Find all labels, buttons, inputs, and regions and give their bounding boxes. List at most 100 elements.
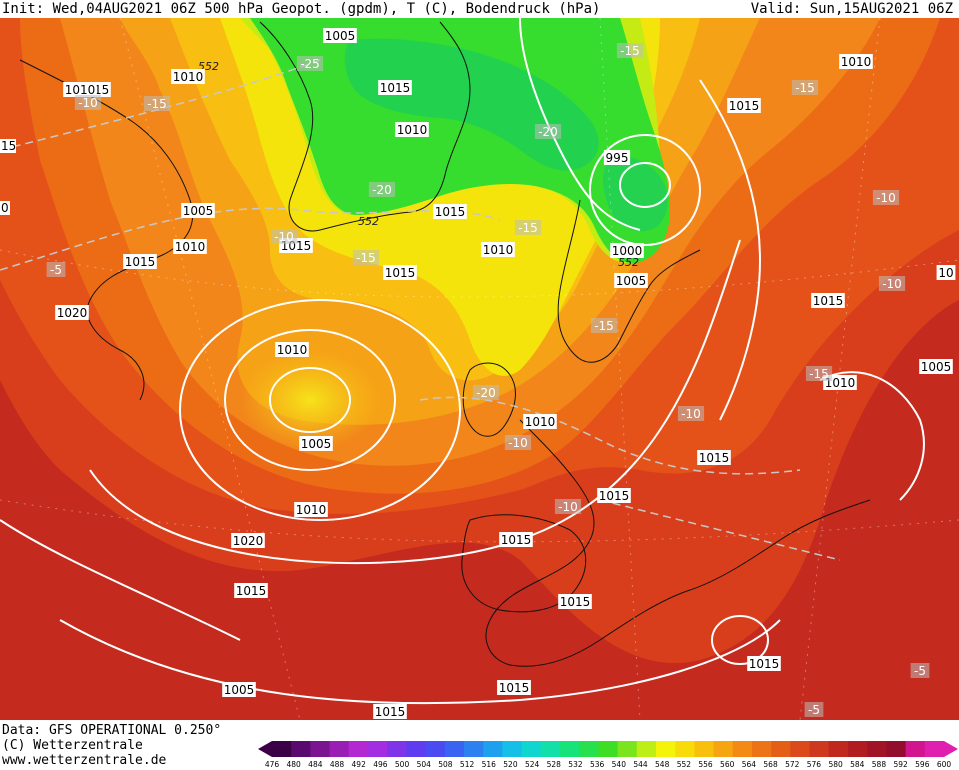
- europe-coast: [485, 419, 871, 667]
- isobar-label: 1010: [841, 55, 872, 69]
- isobar-label: 1020: [233, 534, 264, 548]
- legend-tick-label: 560: [720, 760, 735, 769]
- field-544-east: [603, 156, 668, 232]
- legend-swatch: [444, 741, 465, 757]
- isobar-label: 995: [606, 151, 629, 165]
- temp-label: -10: [681, 407, 701, 421]
- isobar-label: 1015: [385, 266, 416, 280]
- legend-tick-label: 520: [503, 760, 518, 769]
- temp-label-box: [534, 124, 562, 139]
- geopot-labels: 552 552 552: [198, 60, 639, 269]
- isobar-label: 1005: [301, 437, 332, 451]
- legend-arrow-right: [944, 741, 958, 757]
- legend-tick-label: 596: [915, 760, 930, 769]
- isobar-label-box: [610, 243, 644, 258]
- legend-swatch: [560, 741, 580, 757]
- legend-swatch: [713, 741, 734, 757]
- legend-swatch: [617, 741, 638, 757]
- temp-label-box: [616, 43, 644, 58]
- temp-label-box: [46, 262, 66, 277]
- legend-swatch: [924, 741, 945, 757]
- temp-label-box: [504, 435, 532, 450]
- temp-label-group: -25 -10 -15 -20 -15 -20 -15 -15 -10 -5 -15 -20 -10 -1…: [46, 43, 930, 717]
- legend-swatch: [329, 741, 350, 757]
- legend-tick-label: 492: [351, 760, 366, 769]
- isobar-label-box: [123, 254, 157, 269]
- isobar-label-group: 1005 1010 1015 1015 1010 1015 1010 1005 1010 1015…: [55, 28, 956, 719]
- legend-tick-label: 536: [589, 760, 605, 769]
- isobar-label: 1015: [599, 489, 630, 503]
- isobar-label: 1010: [65, 83, 96, 97]
- isobar-label-box: [433, 204, 467, 219]
- isobar-label: 1015: [125, 255, 156, 269]
- temp-label: -10: [274, 230, 294, 244]
- color-legend: 476 480 484 488 492 496 500 504 508 512 516 520 524 5…: [258, 739, 958, 770]
- temp-label-box: [143, 96, 171, 111]
- legend-tick-label: 540: [611, 760, 626, 769]
- legend-tick-label: 592: [893, 760, 908, 769]
- isobar-label: 1020: [57, 306, 88, 320]
- isobar-label-box: [294, 502, 328, 517]
- legend-tick-label: 512: [459, 760, 475, 769]
- temp-label: -20: [538, 125, 558, 139]
- isobar-label-box: [181, 203, 215, 218]
- isobar-label-box: [697, 450, 731, 465]
- temp-label: -5: [50, 263, 62, 277]
- legend-tick-label: 500: [394, 760, 410, 769]
- isobar-label-box: [323, 28, 357, 43]
- legend-tick-label: 556: [698, 760, 713, 769]
- legend-tick-label: 564: [741, 760, 757, 769]
- legend-swatch: [905, 741, 926, 757]
- isobar-label-box: [727, 98, 761, 113]
- isobar-label-box: [63, 82, 97, 97]
- temp-label: -10: [876, 191, 896, 205]
- legend-swatch: [867, 741, 887, 757]
- legend-swatch: [656, 741, 676, 757]
- isobar-label-box: [614, 273, 648, 288]
- scandinavia-coast: [557, 199, 701, 363]
- isobar-label-box: [231, 533, 265, 548]
- isobar-label-box: [597, 488, 631, 503]
- temp-label: -5: [808, 703, 820, 717]
- legend-tick-label: 508: [438, 760, 453, 769]
- isobar-label-box: [378, 80, 412, 95]
- legend-tick-label: 544: [633, 760, 648, 769]
- isobar-label-box: [171, 69, 205, 84]
- legend-ticks: 476 480 484 488 492 496 500 504 508 512 516 520 524 5…: [265, 760, 958, 770]
- isobar-label: 1005: [921, 360, 952, 374]
- legend-swatch: [310, 741, 331, 757]
- valid-time: Valid: Sun,15AUG2021 06Z: [750, 1, 953, 17]
- footer-copyright: (C) Wetterzentrale: [2, 738, 143, 753]
- header-text: Init: Wed,04AUG2021 06Z 500 hPa Geopot. …: [2, 0, 600, 18]
- legend-swatch: [828, 741, 849, 757]
- temp-label-box: [590, 318, 618, 333]
- isobar-label: 1015: [501, 533, 532, 547]
- isobar-label-box: [811, 293, 845, 308]
- temp-label: -15: [594, 319, 614, 333]
- isobar-label: 1000: [612, 244, 643, 258]
- isobar-label: 1010: [175, 240, 206, 254]
- legend-swatch: [272, 741, 292, 757]
- legend-tick-label: 484: [308, 760, 323, 769]
- legend-swatch: [521, 741, 542, 757]
- temp-label-box: [910, 663, 930, 678]
- isobar-label-box: [747, 656, 781, 671]
- graticule: [0, 18, 959, 720]
- legend-tick-label: 524: [524, 760, 540, 769]
- map-svg: 552 552 552 1005101010151015101010151010…: [0, 18, 959, 720]
- isobar-label: 1015: [729, 99, 760, 113]
- footer-data-line: Data: GFS OPERATIONAL 0.250°: [2, 723, 222, 738]
- isobar-label: 1015: [236, 584, 267, 598]
- legend-tick-label: 584: [850, 760, 865, 769]
- isobar-label: 1010: [825, 376, 856, 390]
- isobar-label: 1015: [499, 681, 530, 695]
- isobar-label: 1005: [616, 274, 647, 288]
- edge-label: 0: [1, 201, 9, 215]
- legend-tick-label: 488: [329, 760, 345, 769]
- temp-label: -15: [356, 251, 376, 265]
- isobar-label: 1015: [699, 451, 730, 465]
- legend-tick-label: 588: [871, 760, 887, 769]
- isobar-label: 1015: [560, 595, 591, 609]
- legend-swatch: [752, 741, 772, 757]
- isobar-label: 10: [938, 266, 953, 280]
